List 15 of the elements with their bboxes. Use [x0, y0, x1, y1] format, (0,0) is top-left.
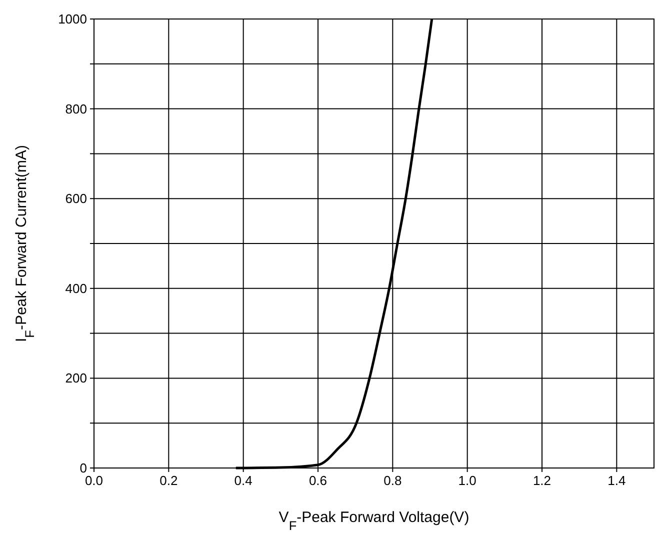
x-axis-title: V$_{F}$-Peak Forward Voltage(V) — [278, 509, 470, 532]
y-tick-label: 800 — [65, 101, 87, 116]
x-tick-label: 1.0 — [458, 473, 476, 488]
x-tick-label: 0.6 — [308, 473, 328, 488]
y-tick-label: 200 — [65, 370, 87, 386]
x-tick-label: 1.2 — [532, 473, 552, 488]
y-tick-label: 600 — [65, 191, 87, 206]
y-tick-label: 400 — [65, 280, 87, 296]
x-tick-label: 0.4 — [234, 473, 252, 488]
y-tick-label: 0 — [80, 460, 87, 476]
y-tick-label: 1000 — [58, 12, 87, 26]
x-tick-label: 1.4 — [608, 473, 626, 488]
x-tick-label: 0.8 — [384, 473, 402, 488]
x-tick-label: 0.0 — [84, 473, 104, 488]
x-tick-label: 0.2 — [160, 473, 178, 488]
